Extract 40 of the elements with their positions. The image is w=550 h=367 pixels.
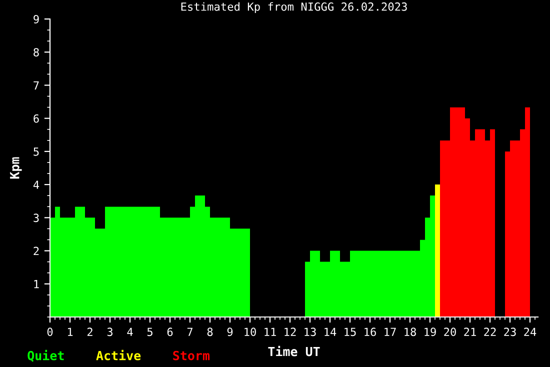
text: Quiet	[28, 350, 64, 362]
chart-title: Estimated Kp from NIGGG 26.02.2023	[181, 2, 407, 13]
y-tick-label: 1	[34, 280, 39, 288]
y-tick-label: 3	[34, 214, 39, 222]
y-tick-label: 5	[34, 148, 39, 156]
y-tick-label: 7	[34, 81, 39, 90]
x-tick-label: 24	[524, 328, 536, 336]
y-tick-label: 8	[34, 48, 39, 57]
y-tick-label: 2	[34, 246, 39, 256]
x-tick-label: 2	[87, 328, 92, 336]
x-axis-title: Time UT	[268, 346, 320, 356]
x-tick-label: 12	[284, 328, 296, 336]
x-tick-label: 15	[344, 328, 356, 336]
x-tick-label: 19	[424, 328, 436, 336]
x-tick-label: 1	[68, 328, 73, 336]
x-tick-label: 23	[504, 328, 516, 336]
x-tick-label: 22	[484, 328, 496, 336]
x-tick-label: 21	[464, 328, 476, 336]
x-tick-label: 20	[444, 328, 456, 336]
x-tick-label: 8	[207, 328, 213, 336]
y-tick-label: 9	[34, 15, 39, 24]
x-tick-label: 7	[187, 328, 193, 336]
y-axis-title: Kpm	[10, 157, 22, 179]
y-tick-label: 4	[33, 180, 40, 189]
x-tick-label: 6	[167, 328, 173, 336]
x-tick-label: 10	[244, 328, 256, 336]
x-tick-label: 17	[384, 328, 396, 336]
text: Storm	[173, 350, 210, 360]
text: Active	[96, 350, 141, 360]
x-tick-label: 16	[364, 328, 376, 336]
x-tick-label: 5	[147, 328, 152, 336]
x-tick-label: 11	[264, 328, 276, 336]
y-tick-label: 6	[34, 114, 39, 123]
x-tick-label: 0	[47, 328, 53, 336]
x-tick-label: 14	[324, 328, 336, 336]
x-tick-label: 3	[107, 328, 113, 336]
x-tick-label: 18	[404, 328, 416, 336]
x-tick-label: 4	[127, 328, 133, 336]
x-tick-label: 9	[227, 328, 233, 336]
x-tick-label: 13	[304, 328, 316, 336]
